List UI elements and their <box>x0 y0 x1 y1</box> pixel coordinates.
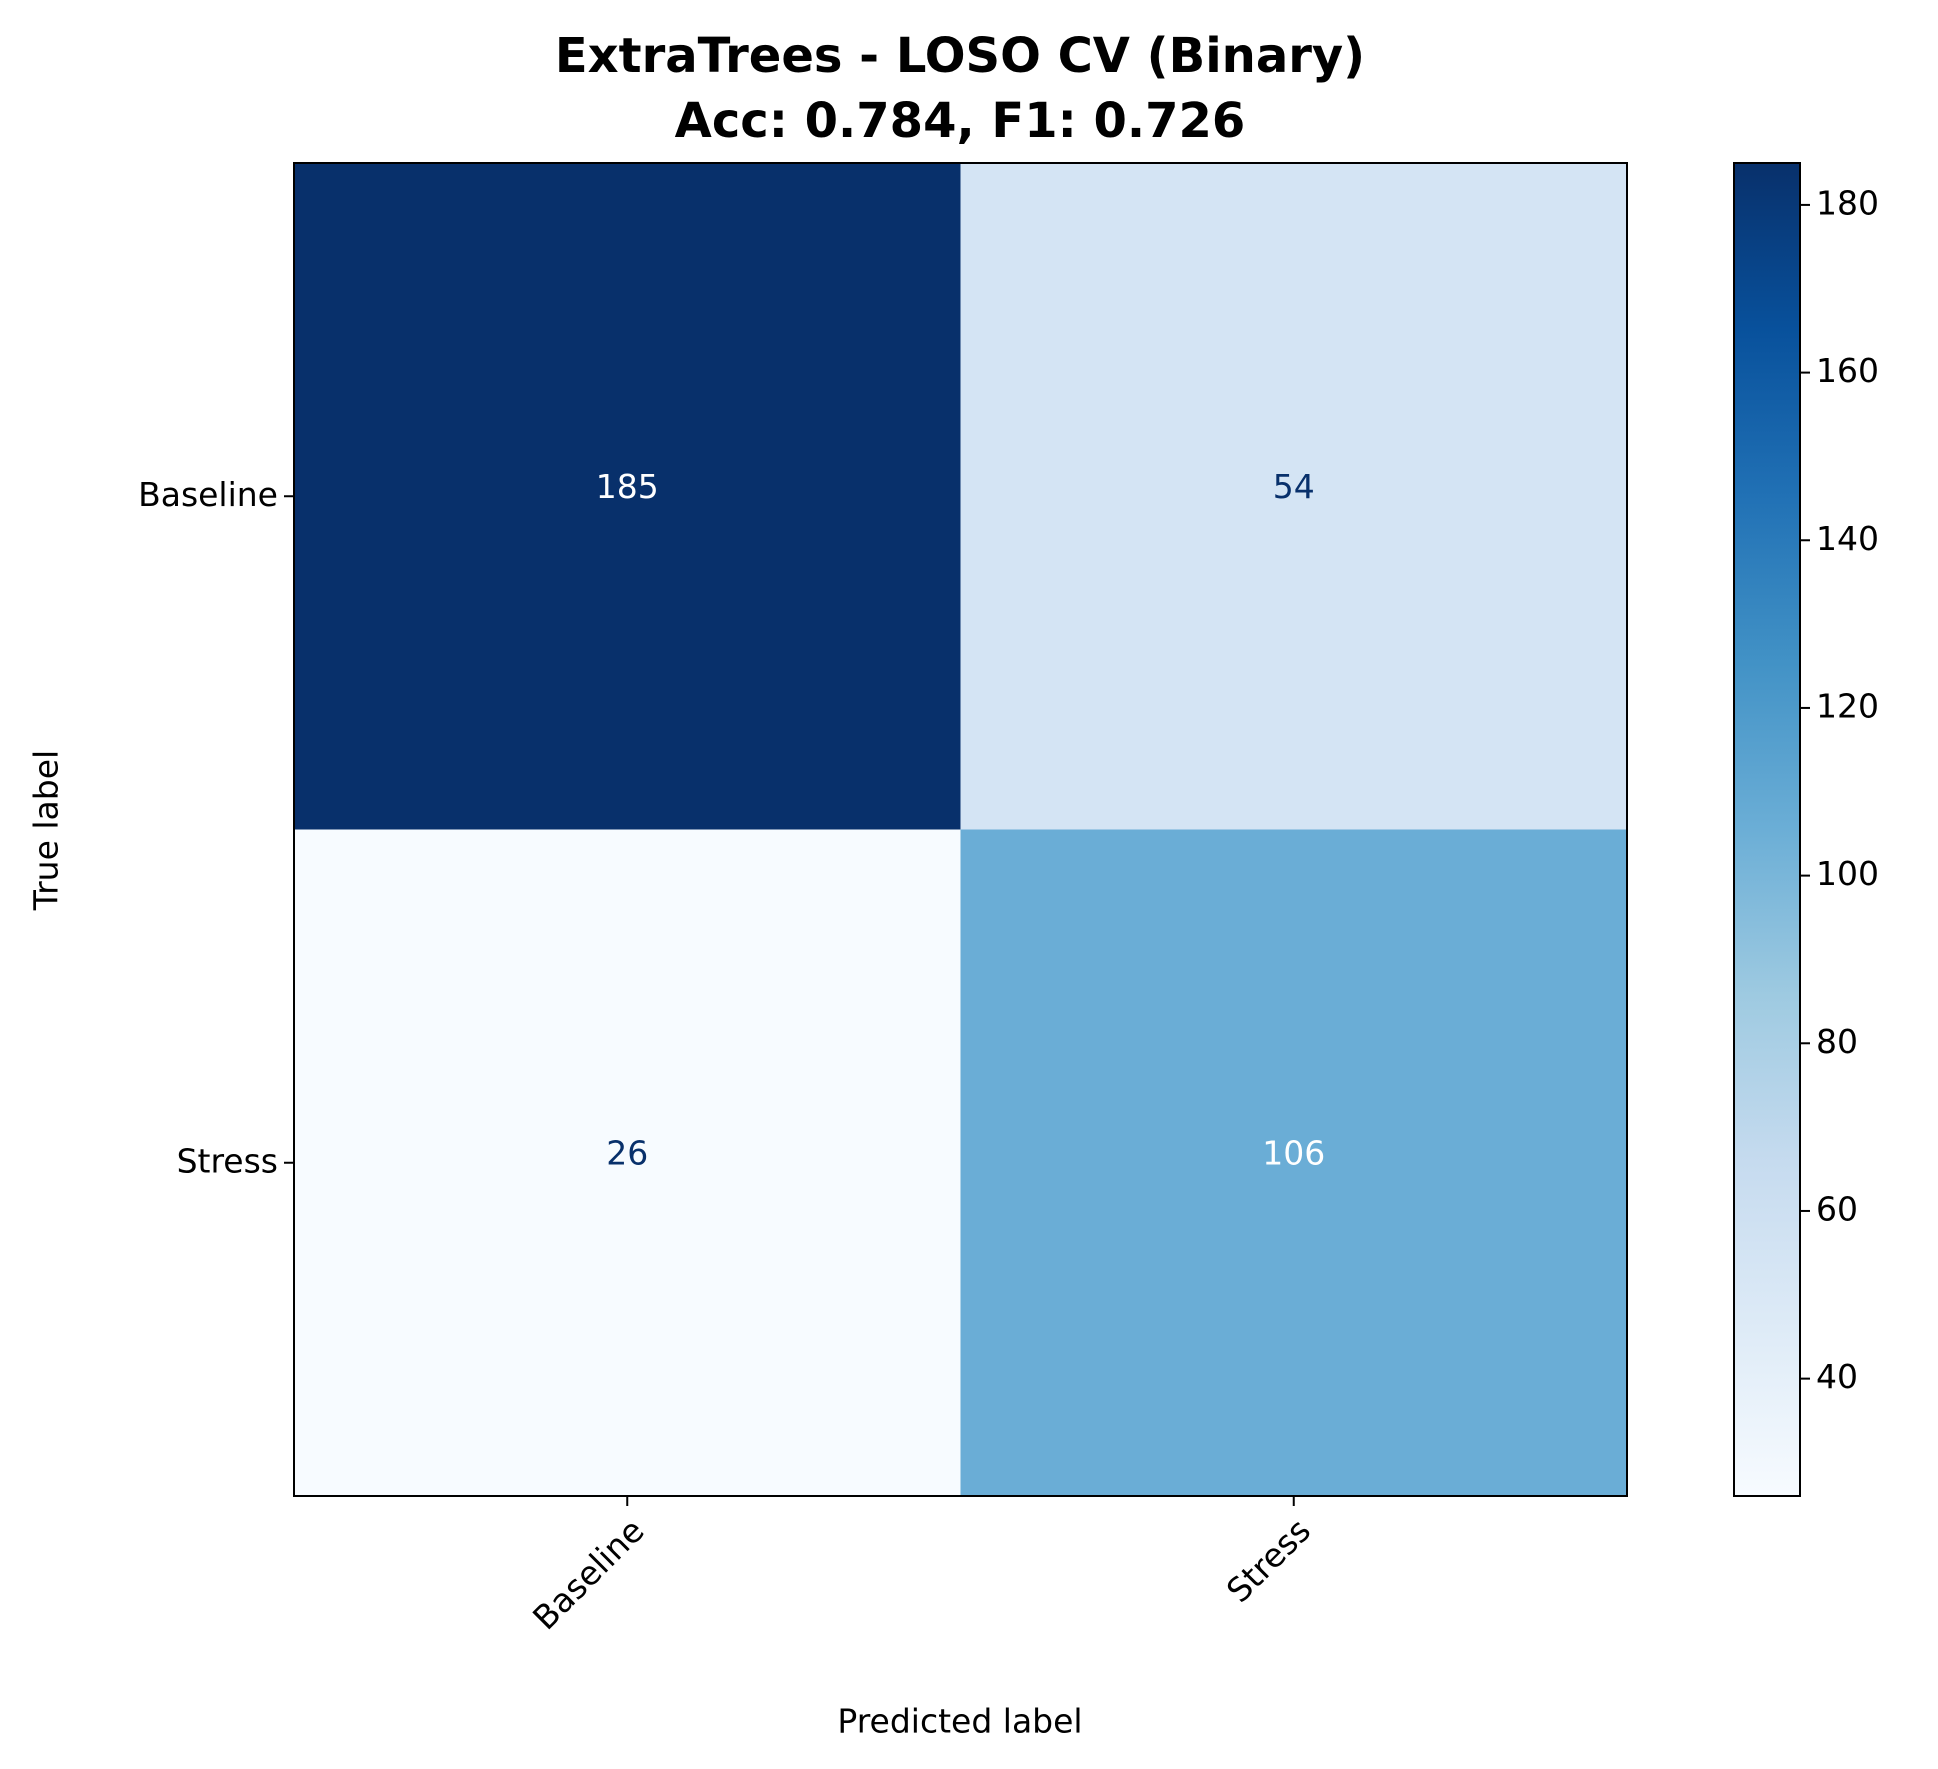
x-tick-label: Stress <box>1219 1511 1318 1610</box>
colorbar-tick-label: 160 <box>1816 351 1879 390</box>
y-tick-label: Stress <box>177 1141 278 1180</box>
heatmap-cell <box>960 829 1628 1497</box>
x-tick-label: Baseline <box>525 1511 652 1638</box>
colorbar <box>1733 162 1801 1497</box>
colorbar-tick-label: 60 <box>1816 1189 1858 1228</box>
colorbar-tick-label: 100 <box>1816 854 1879 893</box>
colorbar-tick-label: 140 <box>1816 519 1879 558</box>
colorbar-tick-label: 40 <box>1816 1357 1858 1396</box>
colorbar-tick-label: 180 <box>1816 183 1879 222</box>
colorbar-tick-label: 120 <box>1816 686 1879 725</box>
cell-label: 26 <box>606 1133 648 1172</box>
heatmap-cell <box>960 163 1628 830</box>
chart-title: ExtraTrees - LOSO CV (Binary) <box>555 28 1365 84</box>
heatmap-cell <box>294 829 961 1497</box>
y-tick-label: Baseline <box>138 475 278 514</box>
x-axis-label: Predicted label <box>837 1702 1082 1741</box>
colorbar-tick-label: 80 <box>1816 1022 1858 1061</box>
chart-subtitle: Acc: 0.784, F1: 0.726 <box>675 93 1246 149</box>
cell-label: 185 <box>596 467 659 506</box>
plot-frame <box>293 162 1628 1497</box>
y-axis-label: True label <box>27 750 66 911</box>
heatmap-cell <box>294 163 961 830</box>
cell-label: 54 <box>1273 467 1315 506</box>
cell-label: 106 <box>1262 1133 1325 1172</box>
